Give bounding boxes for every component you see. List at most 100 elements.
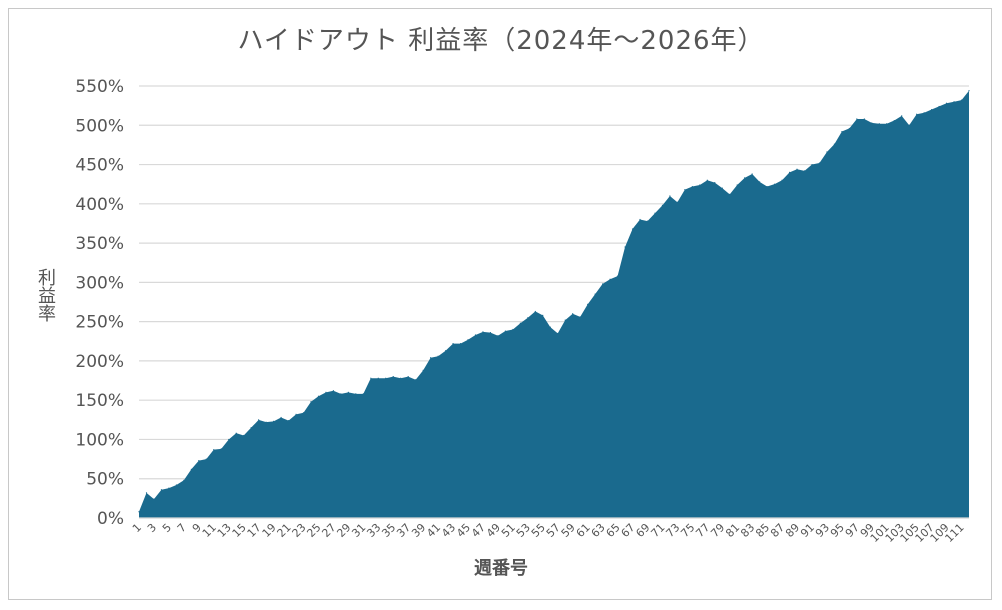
data-point: [325, 391, 327, 393]
data-point: [676, 201, 678, 203]
data-point: [347, 391, 349, 393]
data-point: [489, 332, 492, 334]
data-point: [833, 143, 836, 145]
data-point: [145, 492, 148, 494]
data-point: [355, 393, 357, 395]
data-point: [960, 99, 963, 101]
data-point: [317, 395, 320, 397]
data-point: [729, 193, 731, 195]
data-point: [504, 330, 506, 332]
data-point: [631, 228, 634, 230]
data-point: [272, 420, 275, 422]
data-point: [512, 328, 514, 331]
y-tick-label: 150%: [75, 391, 124, 411]
data-point: [744, 177, 746, 179]
data-point: [863, 118, 865, 120]
data-point: [437, 355, 439, 357]
data-point: [968, 90, 970, 92]
data-point: [400, 377, 402, 379]
data-point: [370, 377, 372, 379]
data-point: [826, 151, 828, 153]
data-point: [287, 420, 290, 422]
data-point: [818, 162, 821, 164]
data-point: [190, 468, 192, 470]
data-point: [646, 220, 649, 222]
y-tick-label: 100%: [75, 430, 124, 450]
data-point: [265, 421, 267, 423]
data-point: [923, 112, 925, 114]
data-point: [168, 487, 170, 489]
data-point: [205, 458, 207, 460]
data-point: [175, 484, 177, 486]
data-point: [624, 246, 626, 248]
data-point: [407, 376, 409, 378]
data-point: [579, 316, 581, 318]
data-point: [893, 119, 895, 122]
data-point: [564, 319, 566, 321]
data-point: [706, 179, 708, 181]
data-point: [415, 379, 417, 381]
data-point: [235, 432, 237, 434]
data-point: [669, 195, 671, 197]
data-point: [908, 124, 910, 126]
data-point: [602, 283, 604, 285]
data-point: [385, 377, 387, 379]
x-tick-label: 3: [145, 521, 159, 535]
data-point: [684, 189, 686, 191]
data-point: [452, 343, 454, 345]
chart-title: ハイドアウト 利益率（2024年～2026年）: [237, 26, 765, 56]
data-point: [482, 331, 484, 333]
data-point: [542, 314, 544, 316]
data-point: [519, 322, 521, 324]
data-point: [736, 184, 738, 186]
data-point: [781, 179, 783, 181]
data-point: [444, 350, 447, 352]
data-point: [497, 335, 499, 337]
data-point: [691, 185, 693, 188]
data-point: [788, 171, 791, 173]
data-point: [796, 168, 798, 170]
data-point: [340, 393, 342, 395]
data-point: [243, 434, 245, 437]
data-point: [931, 108, 933, 111]
data-point: [549, 326, 551, 328]
data-point: [841, 130, 843, 133]
y-tick-label: 250%: [75, 313, 124, 333]
data-point: [250, 427, 252, 429]
y-tick-label: 350%: [75, 234, 124, 254]
data-point: [430, 357, 432, 359]
data-point: [183, 479, 185, 481]
data-point: [153, 498, 155, 500]
data-point: [945, 102, 948, 104]
data-point: [871, 122, 873, 124]
data-point: [459, 343, 462, 345]
data-point: [362, 393, 364, 395]
data-point: [661, 204, 664, 206]
data-point: [803, 170, 806, 172]
data-point: [258, 419, 260, 421]
y-tick-label: 50%: [86, 470, 124, 490]
data-point: [594, 293, 596, 295]
data-point: [856, 118, 858, 120]
y-tick-label: 400%: [75, 195, 124, 215]
data-point: [527, 317, 529, 319]
series-area: [139, 90, 969, 519]
data-point: [654, 212, 656, 214]
x-tick-label: 1: [130, 521, 144, 535]
data-point: [714, 182, 716, 184]
x-axis-label: 週番号: [474, 558, 528, 579]
data-point: [198, 460, 200, 462]
data-point: [557, 332, 559, 335]
data-point: [886, 123, 888, 125]
data-point: [938, 105, 940, 108]
data-point: [332, 390, 335, 392]
y-tick-label: 500%: [75, 116, 124, 136]
data-point: [228, 438, 230, 441]
data-point: [213, 449, 215, 451]
data-point: [916, 113, 918, 115]
y-tick-label: 0%: [97, 509, 124, 529]
y-tick-label: 300%: [75, 273, 124, 293]
data-point: [160, 489, 163, 491]
data-point: [721, 187, 723, 189]
